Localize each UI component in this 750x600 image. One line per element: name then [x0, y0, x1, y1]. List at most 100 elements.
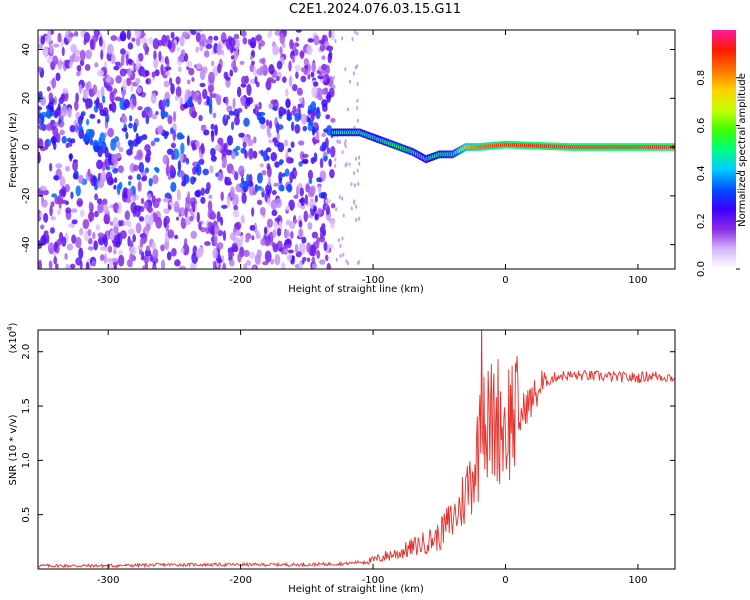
spectrogram-noise-cell: [76, 64, 82, 72]
spectrogram-noise-cell: [217, 241, 224, 250]
spectrogram-noise-cell: [310, 71, 315, 78]
spectrogram-noise-cell: [142, 174, 148, 182]
spectrogram-noise-cell: [325, 204, 331, 216]
spectrogram-noise-cell: [38, 259, 43, 269]
spectrogram-noise-cell: [316, 177, 322, 183]
spectrogram-noise-cell: [330, 145, 336, 158]
spectrogram-noise-cell: [326, 91, 331, 103]
spectrogram-noise-cell: [65, 142, 70, 149]
spectrogram-noise-cell: [87, 228, 92, 237]
spectrogram-noise-cell: [295, 30, 302, 33]
spectrogram-noise-cell: [47, 101, 54, 111]
spectrogram-noise-cell: [163, 80, 170, 88]
spectrogram-noise-cell: [104, 246, 109, 252]
spectrogram-noise-cell: [162, 154, 169, 165]
spectrogram-noise-cell: [68, 223, 74, 228]
spectrogram-noise-cell: [49, 227, 55, 234]
y-tick-label: -40: [21, 236, 32, 252]
spectrogram-noise-cell: [326, 262, 331, 269]
spectrogram-noise-cell: [336, 139, 339, 144]
spectrogram-noise-cell: [306, 242, 312, 253]
spectrogram-noise-cell: [42, 189, 49, 196]
spectrogram-noise-cell: [300, 113, 308, 125]
spectrogram-noise-cell: [69, 61, 73, 69]
spectrogram-noise-cell: [87, 237, 93, 245]
spectrogram-noise-cell: [50, 215, 57, 221]
spectrogram-noise-cell: [229, 259, 235, 267]
spectrogram-noise-cell: [353, 183, 356, 188]
spectrogram-noise-cell: [66, 243, 74, 251]
spectrogram-noise-cell: [199, 44, 204, 52]
x-tick-label: 100: [628, 575, 647, 586]
spectrogram-noise-cell: [325, 254, 329, 262]
spectrogram-noise-cell: [200, 142, 205, 155]
spectrogram-noise-cell: [303, 69, 309, 76]
spectrogram-noise-cell: [132, 96, 137, 107]
spectrogram-noise-cell: [94, 30, 99, 36]
spectrogram-noise-cell: [358, 216, 361, 221]
spectrogram-noise-cell: [207, 200, 213, 212]
spectrogram-noise-cell: [97, 236, 105, 246]
spectrogram-noise-cell: [341, 36, 344, 41]
spectrogram-noise-cell: [227, 251, 235, 257]
spectrogram-noise-cell: [186, 79, 191, 85]
spectrogram-noise-cell: [127, 175, 133, 180]
spectrogram-noise-cell: [172, 111, 177, 123]
spectrogram-noise-cell: [305, 184, 311, 193]
spectrogram-noise-cell: [112, 216, 119, 228]
spectrogram-noise-cell: [272, 106, 278, 111]
spectrogram-noise-cell: [162, 98, 167, 110]
spectrogram-noise-cell: [199, 226, 207, 233]
spectrogram-noise-cell: [38, 123, 44, 131]
spectrogram-noise-cell: [79, 209, 85, 218]
spectrogram-noise-cell: [130, 201, 137, 214]
spectrogram-noise-cell: [330, 203, 336, 209]
spectrogram-noise-cell: [117, 254, 125, 267]
spectrogram-noise-cell: [234, 38, 240, 50]
spectrogram-noise-cell: [99, 109, 107, 117]
spectrogram-noise-cell: [315, 130, 320, 140]
colorbar-tick-label: 0.4: [696, 165, 707, 181]
snr-x-label: Height of straight line (km): [288, 584, 424, 595]
spectrogram-noise-cell: [355, 204, 358, 209]
spectrogram-noise-cell: [277, 142, 285, 153]
spectrogram-noise-cell: [321, 223, 326, 230]
spectrogram-noise-cell: [109, 229, 115, 241]
spectrogram-noise-cell: [233, 204, 239, 211]
spectrogram-noise-cell: [312, 139, 320, 144]
spectrogram-noise-cell: [125, 220, 131, 226]
spectrogram-noise-cell: [178, 66, 182, 73]
spectrogram-noise-cell: [111, 164, 115, 171]
spectrogram-noise-cell: [209, 165, 214, 174]
spectrogram-noise-cell: [334, 157, 337, 162]
spectrogram-noise-cell: [251, 207, 255, 217]
spectrogram-noise-cell: [40, 95, 47, 106]
spectrogram-noise-cell: [190, 30, 198, 36]
spectrogram-noise-cell: [119, 230, 127, 240]
spectrogram-noise-cell: [227, 135, 234, 146]
spectrogram-noise-cell: [200, 187, 206, 196]
spectrogram-noise-cell: [284, 239, 292, 245]
spectrogram-noise-cell: [61, 136, 67, 144]
spectrogram-noise-cell: [136, 86, 142, 94]
spectrogram-noise-cell: [216, 258, 223, 264]
spectrogram-noise-cell: [185, 157, 190, 165]
spectrogram-noise-cell: [52, 126, 59, 137]
spectrogram-noise-cell: [78, 83, 83, 94]
spectrogram-noise-cell: [216, 43, 222, 56]
x-tick-label: -300: [97, 575, 120, 586]
spectrogram-noise-cell: [356, 106, 359, 111]
spectrogram-noise-cell: [158, 50, 162, 62]
spectrogram-noise-cell: [210, 155, 217, 162]
spectrogram-noise-cell: [164, 66, 172, 71]
spectrogram-noise-cell: [259, 206, 266, 216]
spectrogram-noise-cell: [246, 83, 252, 96]
spectrogram-noise-cell: [356, 98, 359, 103]
spectrogram-noise-cell: [211, 60, 215, 67]
spectrogram-noise-cell: [204, 188, 210, 195]
spectrogram-noise-cell: [174, 234, 179, 240]
spectrogram-noise-cell: [106, 85, 113, 92]
spectrogram-noise-cell: [353, 171, 356, 176]
spectrogram-noise-cell: [279, 33, 286, 45]
spectrogram-noise-cell: [163, 131, 168, 140]
